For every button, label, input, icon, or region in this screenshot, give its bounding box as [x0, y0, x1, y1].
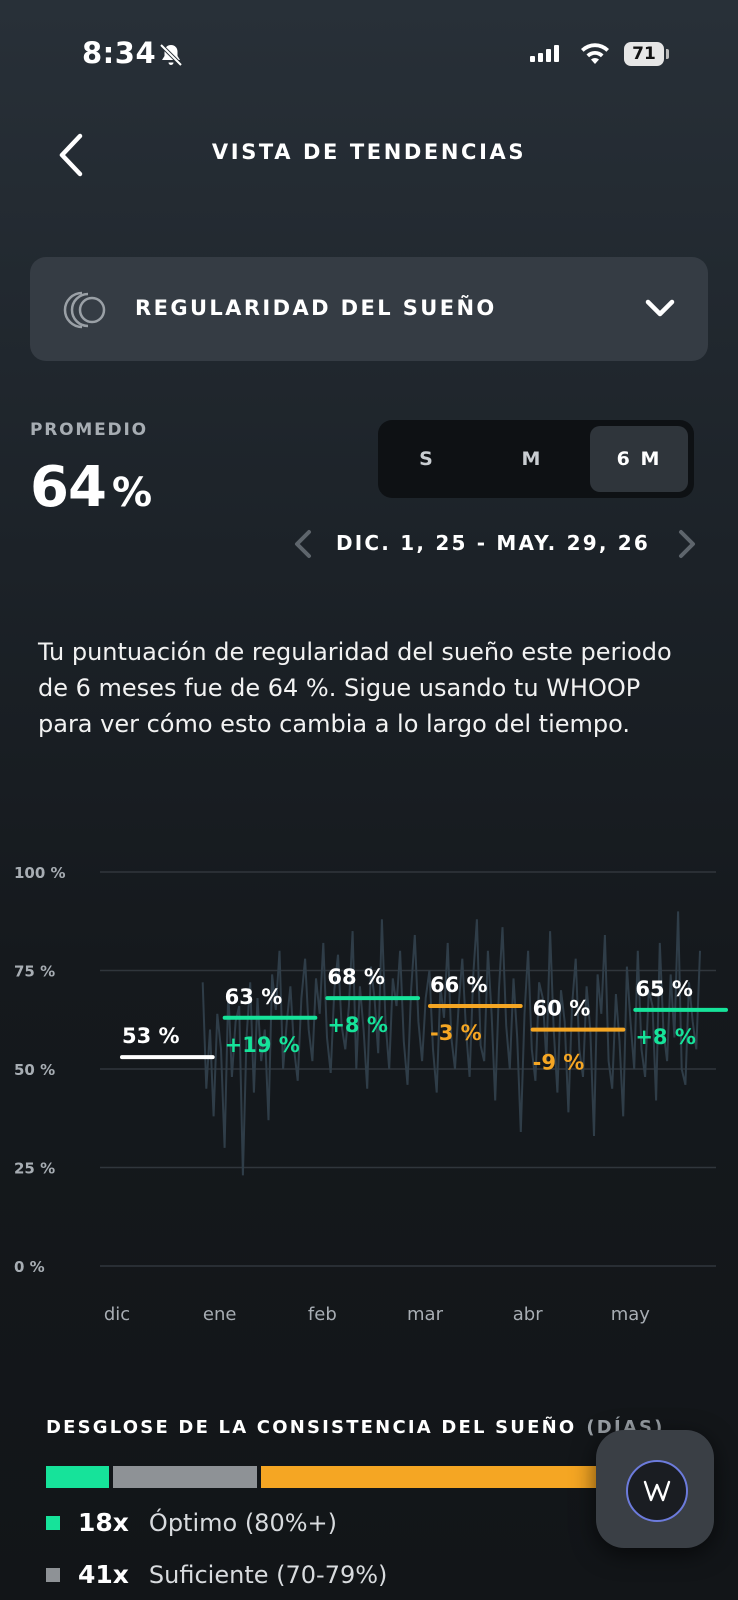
y-tick-label: 100 %	[14, 864, 66, 882]
breakdown-segment	[113, 1466, 257, 1488]
metric-label: REGULARIDAD DEL SUEÑO	[135, 296, 497, 320]
period-option-m[interactable]: M	[521, 448, 543, 470]
optimal-swatch	[46, 1515, 60, 1530]
legend-count: 41x	[78, 1560, 129, 1589]
breakdown-title: DESGLOSE DE LA CONSISTENCIA DEL SUEÑO (DÍ…	[46, 1417, 665, 1438]
battery-icon: 71	[624, 42, 664, 66]
whoop-logo-icon	[643, 1480, 671, 1502]
battery-tip	[666, 49, 669, 59]
x-tick-label: feb	[308, 1304, 337, 1325]
legend-label: Óptimo (80%+)	[148, 1508, 337, 1537]
breakdown-segment	[46, 1466, 110, 1488]
average-unit: %	[111, 470, 152, 516]
y-tick-label: 75 %	[14, 963, 55, 981]
monthly-average-label: 63 %	[225, 985, 283, 1009]
period-option-6m[interactable]: 6 M	[590, 426, 688, 492]
average-label: PROMEDIO	[30, 420, 148, 440]
legend-item-optimal: 18x Óptimo (80%+)	[46, 1508, 337, 1537]
previous-range-button[interactable]	[292, 528, 314, 560]
monthly-change-label: +19 %	[225, 1033, 300, 1057]
period-selector: S M 6 M	[378, 420, 694, 498]
x-tick-label: ene	[203, 1304, 237, 1325]
monthly-change-label: -3 %	[430, 1021, 482, 1045]
monthly-average-label: 60 %	[533, 997, 591, 1021]
breakdown-bar	[46, 1466, 686, 1488]
legend-item-sufficient: 41x Suficiente (70-79%)	[46, 1560, 387, 1589]
sleep-regularity-icon	[63, 291, 106, 329]
average-value: 64%	[30, 455, 152, 520]
period-option-s[interactable]: S	[419, 448, 435, 470]
daily-series-line	[201, 911, 701, 1176]
x-tick-label: may	[611, 1304, 651, 1325]
sufficient-swatch	[46, 1567, 60, 1582]
next-range-button[interactable]	[676, 528, 698, 560]
x-tick-label: abr	[513, 1304, 543, 1325]
legend-count: 18x	[78, 1508, 129, 1537]
page-title: VISTA DE TENDENCIAS	[211, 140, 527, 164]
bell-slash-icon	[159, 43, 183, 67]
whoop-coach-icon[interactable]	[626, 1460, 688, 1522]
back-button[interactable]	[52, 130, 92, 180]
description-text: Tu puntuación de regularidad del sueño e…	[38, 638, 672, 738]
wifi-icon	[581, 43, 609, 64]
status-time: 8:34	[82, 36, 157, 70]
signal-icon	[530, 44, 559, 62]
legend-label: Suficiente (70-79%)	[148, 1560, 388, 1589]
y-tick-label: 0 %	[14, 1258, 45, 1276]
trend-chart: 100 % 75 % 50 % 25 % 0 % dic ene feb mar abr may 53…	[14, 864, 728, 1325]
monthly-average-label: 68 %	[327, 965, 385, 989]
y-tick-label: 25 %	[14, 1160, 55, 1178]
metric-selector[interactable]	[30, 257, 708, 361]
x-tick-label: mar	[407, 1304, 444, 1325]
y-tick-label: 50 %	[14, 1061, 55, 1079]
breakdown-segment	[260, 1466, 682, 1488]
monthly-change-label: +8 %	[635, 1025, 696, 1049]
x-tick-label: dic	[104, 1304, 130, 1325]
date-range: DIC. 1, 25 - MAY. 29, 26	[335, 531, 651, 555]
monthly-change-label: -9 %	[533, 1051, 585, 1075]
monthly-average-label: 65 %	[635, 977, 693, 1001]
monthly-change-label: +8 %	[327, 1013, 388, 1037]
chevron-down-icon[interactable]	[644, 298, 676, 320]
monthly-average-label: 66 %	[430, 973, 488, 997]
monthly-average-label: 53 %	[122, 1024, 180, 1048]
